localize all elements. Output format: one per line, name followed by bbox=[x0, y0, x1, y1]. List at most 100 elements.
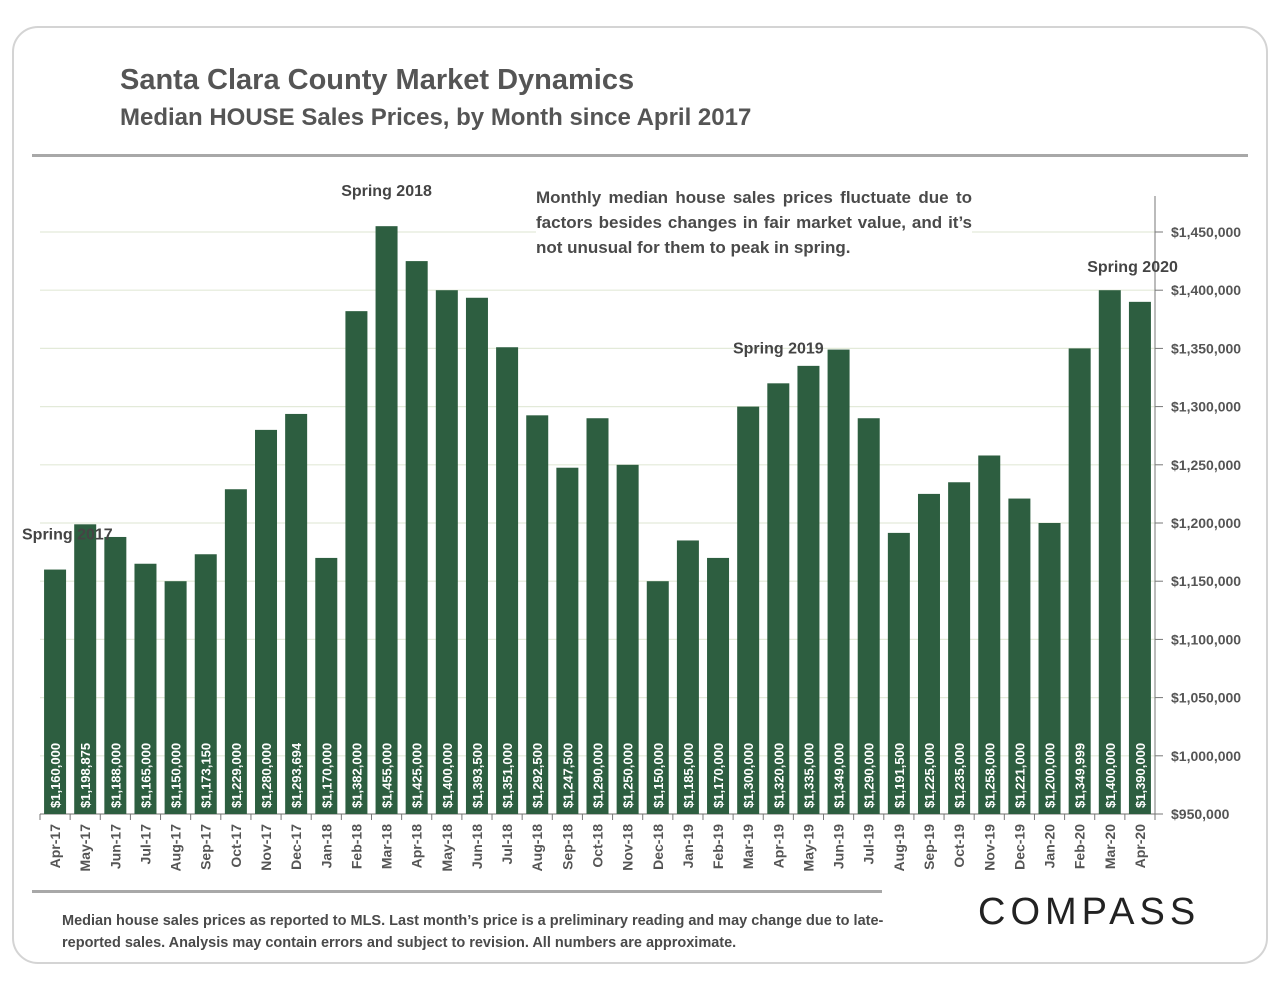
bar-data-label: $1,382,000 bbox=[349, 743, 364, 808]
spring-annotation: Spring 2017 bbox=[22, 527, 113, 544]
x-tick-label: Sep-19 bbox=[921, 824, 937, 870]
bar-data-label: $1,150,000 bbox=[169, 743, 184, 808]
x-tick-label: May-19 bbox=[800, 824, 816, 872]
bar bbox=[676, 540, 699, 814]
x-tick-label: Sep-18 bbox=[559, 824, 575, 870]
bar bbox=[646, 581, 669, 814]
bar bbox=[797, 365, 820, 814]
bar bbox=[104, 536, 127, 814]
y-tick-label: $1,250,000 bbox=[1171, 457, 1241, 473]
y-tick-label: $1,300,000 bbox=[1171, 399, 1241, 415]
spring-annotation: Spring 2019 bbox=[733, 340, 824, 357]
x-tick-label: Aug-17 bbox=[168, 824, 184, 872]
bar bbox=[586, 418, 609, 814]
bar bbox=[375, 226, 398, 814]
bar bbox=[707, 557, 730, 814]
x-tick-label: Jul-19 bbox=[861, 824, 877, 865]
bar bbox=[767, 383, 790, 814]
bar bbox=[887, 532, 910, 814]
x-tick-label: Mar-20 bbox=[1102, 824, 1118, 869]
x-tick-label: Mar-19 bbox=[740, 824, 756, 869]
bar-data-label: $1,393,500 bbox=[470, 743, 485, 808]
bar-data-label: $1,229,000 bbox=[229, 743, 244, 808]
bar-data-label: $1,292,500 bbox=[530, 743, 545, 808]
y-tick-label: $1,200,000 bbox=[1171, 515, 1241, 531]
x-tick-label: Jan-19 bbox=[680, 824, 696, 869]
bar-data-label: $1,258,000 bbox=[982, 743, 997, 808]
footer-divider bbox=[32, 890, 882, 893]
y-tick-label: $1,150,000 bbox=[1171, 573, 1241, 589]
bar bbox=[496, 347, 519, 814]
bar-data-label: $1,235,000 bbox=[952, 743, 967, 808]
bar bbox=[224, 489, 247, 814]
x-tick-label: Jan-20 bbox=[1042, 824, 1058, 869]
bar-data-label: $1,165,000 bbox=[138, 743, 153, 808]
bar-data-label: $1,170,000 bbox=[319, 743, 334, 808]
x-tick-label: Nov-17 bbox=[258, 824, 274, 871]
bar bbox=[74, 524, 97, 814]
bar-data-label: $1,400,000 bbox=[440, 743, 455, 808]
bar-data-label: $1,185,000 bbox=[681, 743, 696, 808]
bar bbox=[737, 406, 760, 814]
bar bbox=[1128, 301, 1151, 815]
x-tick-label: Jun-19 bbox=[831, 824, 847, 869]
bar-data-label: $1,250,000 bbox=[621, 743, 636, 808]
bar bbox=[857, 418, 880, 814]
x-tick-label: Jun-17 bbox=[107, 824, 123, 869]
x-tick-label: Apr-17 bbox=[47, 824, 63, 869]
bar-data-label: $1,320,000 bbox=[771, 743, 786, 808]
bar bbox=[194, 554, 217, 814]
bar bbox=[1038, 523, 1061, 814]
y-tick-label: $1,100,000 bbox=[1171, 631, 1241, 647]
x-tick-label: Feb-19 bbox=[710, 824, 726, 869]
bar-data-label: $1,349,000 bbox=[832, 743, 847, 808]
page-subtitle: Median HOUSE Sales Prices, by Month sinc… bbox=[120, 104, 752, 131]
bar bbox=[1068, 348, 1091, 814]
bar bbox=[948, 482, 971, 814]
bar-data-label: $1,191,500 bbox=[892, 743, 907, 808]
x-tick-label: May-18 bbox=[439, 824, 455, 872]
bar-data-label: $1,170,000 bbox=[711, 743, 726, 808]
bar bbox=[917, 493, 940, 814]
x-tick-label: Aug-19 bbox=[891, 824, 907, 872]
y-tick-label: $1,450,000 bbox=[1171, 224, 1241, 240]
bar-data-label: $1,390,000 bbox=[1133, 743, 1148, 808]
bar bbox=[556, 467, 579, 814]
bar-data-label: $1,400,000 bbox=[1103, 743, 1118, 808]
y-tick-label: $950,000 bbox=[1171, 806, 1230, 822]
bar bbox=[285, 413, 308, 814]
footnote: Median house sales prices as reported to… bbox=[62, 913, 884, 951]
bar-data-label: $1,290,000 bbox=[862, 743, 877, 808]
bar-data-label: $1,198,875 bbox=[78, 743, 93, 808]
bar bbox=[405, 261, 428, 815]
y-tick-label: $1,000,000 bbox=[1171, 748, 1241, 764]
x-tick-label: Feb-18 bbox=[348, 824, 364, 869]
x-tick-label: Apr-18 bbox=[409, 824, 425, 869]
x-tick-label: Apr-19 bbox=[770, 824, 786, 869]
y-tick-label: $1,050,000 bbox=[1171, 690, 1241, 706]
compass-logo: COMPASS bbox=[978, 891, 1201, 933]
x-tick-label: Apr-20 bbox=[1132, 824, 1148, 869]
x-tick-label: Dec-18 bbox=[650, 824, 666, 870]
bar bbox=[164, 581, 187, 814]
bar-data-label: $1,280,000 bbox=[259, 743, 274, 808]
y-tick-label: $1,350,000 bbox=[1171, 340, 1241, 356]
page-title: Santa Clara County Market Dynamics bbox=[120, 64, 635, 96]
bar-data-label: $1,300,000 bbox=[741, 743, 756, 808]
x-tick-label: Nov-18 bbox=[620, 824, 636, 871]
y-tick-label: $1,400,000 bbox=[1171, 282, 1241, 298]
bar bbox=[827, 349, 850, 814]
bar-data-label: $1,351,000 bbox=[500, 743, 515, 808]
x-tick-label: Jan-18 bbox=[318, 824, 334, 869]
bar bbox=[1008, 498, 1031, 814]
x-tick-label: Jul-18 bbox=[499, 824, 515, 865]
bar-data-label: $1,247,500 bbox=[560, 743, 575, 808]
x-tick-label: Oct-19 bbox=[951, 824, 967, 868]
x-tick-label: Dec-17 bbox=[288, 824, 304, 870]
bar-data-label: $1,200,000 bbox=[1043, 743, 1058, 808]
chart-note: Monthly median house sales prices fluctu… bbox=[536, 185, 972, 264]
bar-data-label: $1,173,150 bbox=[199, 743, 214, 808]
bar bbox=[44, 569, 67, 814]
x-tick-label: Oct-18 bbox=[590, 824, 606, 868]
